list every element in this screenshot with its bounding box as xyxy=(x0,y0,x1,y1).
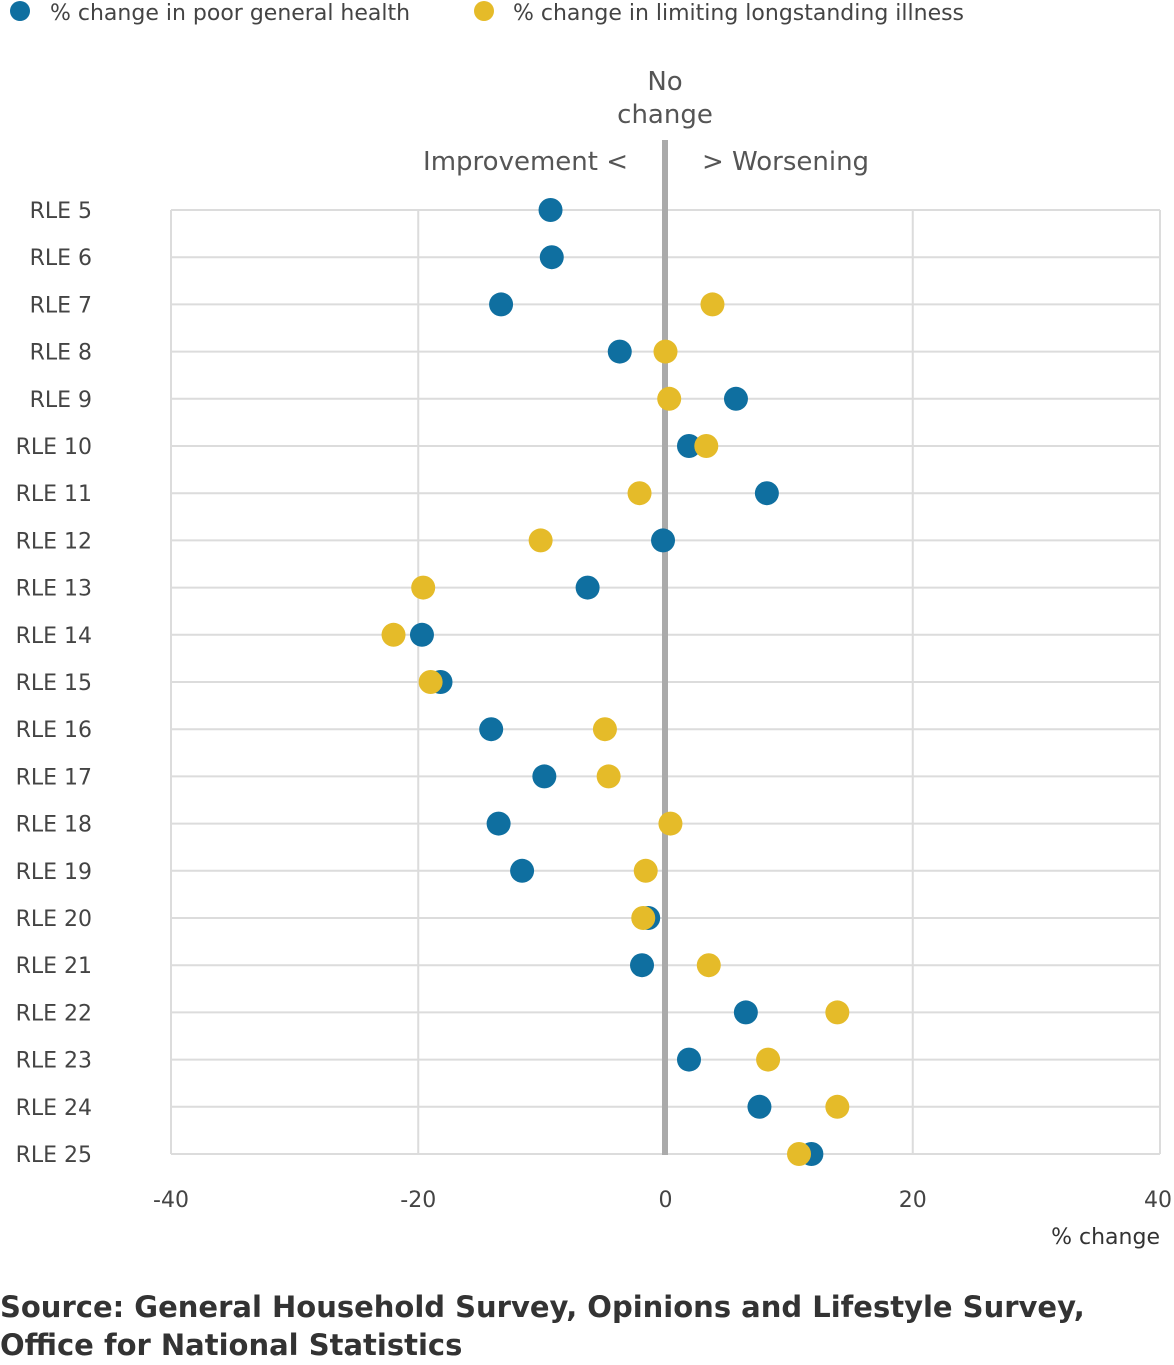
x-tick-label: -40 xyxy=(153,1188,189,1213)
point-limiting-longstanding-illness xyxy=(658,811,683,836)
point-limiting-longstanding-illness xyxy=(825,1094,850,1119)
annotations: No change Improvement < > Worsening xyxy=(423,67,869,177)
y-tick-label: RLE 10 xyxy=(16,435,92,460)
point-limiting-longstanding-illness xyxy=(657,386,682,411)
data-points xyxy=(381,198,850,1166)
point-poor-general-health xyxy=(676,434,701,458)
point-poor-general-health xyxy=(409,622,434,647)
y-tick-label: RLE 14 xyxy=(16,624,92,649)
point-limiting-longstanding-illness xyxy=(700,292,725,317)
point-limiting-longstanding-illness xyxy=(653,339,678,364)
y-tick-label: RLE 21 xyxy=(16,954,92,979)
point-limiting-longstanding-illness xyxy=(631,906,656,930)
y-tick-label: RLE 23 xyxy=(16,1049,92,1074)
x-tick-label: 40 xyxy=(1144,1188,1172,1213)
point-poor-general-health xyxy=(479,717,504,742)
y-tick-label: RLE 16 xyxy=(16,718,92,743)
point-poor-general-health xyxy=(486,811,511,836)
point-limiting-longstanding-illness xyxy=(694,434,719,458)
y-tick-label: RLE 20 xyxy=(16,907,92,932)
legend: % change in poor general health % change… xyxy=(10,1,964,26)
no-change-label-line1: No xyxy=(647,67,682,97)
point-limiting-longstanding-illness xyxy=(381,622,406,647)
y-tick-label: RLE 15 xyxy=(16,671,92,696)
y-tick-label: RLE 19 xyxy=(16,860,92,885)
point-limiting-longstanding-illness xyxy=(696,953,721,978)
y-tick-label: RLE 7 xyxy=(30,293,92,318)
y-tick-label: RLE 11 xyxy=(16,482,92,507)
point-limiting-longstanding-illness xyxy=(411,575,436,600)
point-poor-general-health xyxy=(676,1047,701,1072)
point-poor-general-health xyxy=(489,292,514,317)
point-poor-general-health xyxy=(575,575,600,600)
x-axis-tick-labels: -40 -20 0 20 40 xyxy=(153,1188,1172,1213)
point-limiting-longstanding-illness xyxy=(592,717,617,742)
point-poor-general-health xyxy=(723,386,748,411)
x-tick-label: 20 xyxy=(899,1188,927,1213)
improvement-label: Improvement < xyxy=(423,147,628,177)
y-tick-label: RLE 13 xyxy=(16,577,92,602)
point-poor-general-health xyxy=(630,953,655,978)
point-poor-general-health xyxy=(733,1000,758,1025)
legend-marker-limiting-illness xyxy=(474,1,494,21)
point-limiting-longstanding-illness xyxy=(787,1142,812,1166)
dot-plot-chart: % change in poor general health % change… xyxy=(10,1,1172,1250)
x-tick-label: 0 xyxy=(659,1188,673,1213)
y-tick-label: RLE 22 xyxy=(16,1001,92,1026)
y-tick-label: RLE 24 xyxy=(16,1096,92,1121)
point-limiting-longstanding-illness xyxy=(528,528,553,553)
legend-marker-poor-health xyxy=(10,1,30,21)
point-poor-general-health xyxy=(532,764,557,789)
y-tick-label: RLE 8 xyxy=(30,341,92,366)
point-limiting-longstanding-illness xyxy=(825,1000,850,1025)
point-poor-general-health xyxy=(607,339,632,364)
no-change-reference-line xyxy=(662,140,668,1155)
point-poor-general-health xyxy=(754,481,779,506)
y-tick-label: RLE 9 xyxy=(30,388,92,413)
source-note: Source: General Household Survey, Opinio… xyxy=(0,1290,1085,1362)
y-tick-label: RLE 17 xyxy=(16,765,92,790)
point-limiting-longstanding-illness xyxy=(596,764,621,789)
point-limiting-longstanding-illness xyxy=(633,858,658,883)
point-poor-general-health xyxy=(651,528,676,553)
point-limiting-longstanding-illness xyxy=(756,1047,781,1072)
point-poor-general-health xyxy=(538,198,563,222)
y-tick-label: RLE 25 xyxy=(16,1143,92,1168)
x-axis-label: % change xyxy=(1051,1225,1160,1250)
point-limiting-longstanding-illness xyxy=(627,481,652,506)
y-tick-label: RLE 18 xyxy=(16,813,92,838)
point-poor-general-health xyxy=(510,858,535,883)
y-axis-labels: RLE 5 RLE 6 RLE 7 RLE 8 RLE 9 RLE 10 RLE 11 RLE… xyxy=(16,199,92,1168)
no-change-label-line2: change xyxy=(617,100,713,130)
x-tick-label: -20 xyxy=(400,1188,436,1213)
worsening-label: > Worsening xyxy=(702,147,869,177)
y-tick-label: RLE 5 xyxy=(30,199,92,224)
point-poor-general-health xyxy=(539,245,564,270)
point-poor-general-health xyxy=(747,1094,772,1119)
legend-label-limiting-illness: % change in limiting longstanding illnes… xyxy=(513,1,964,26)
point-limiting-longstanding-illness xyxy=(418,670,443,694)
y-tick-label: RLE 6 xyxy=(30,246,92,271)
legend-label-poor-health: % change in poor general health xyxy=(50,1,410,26)
y-tick-label: RLE 12 xyxy=(16,529,92,554)
